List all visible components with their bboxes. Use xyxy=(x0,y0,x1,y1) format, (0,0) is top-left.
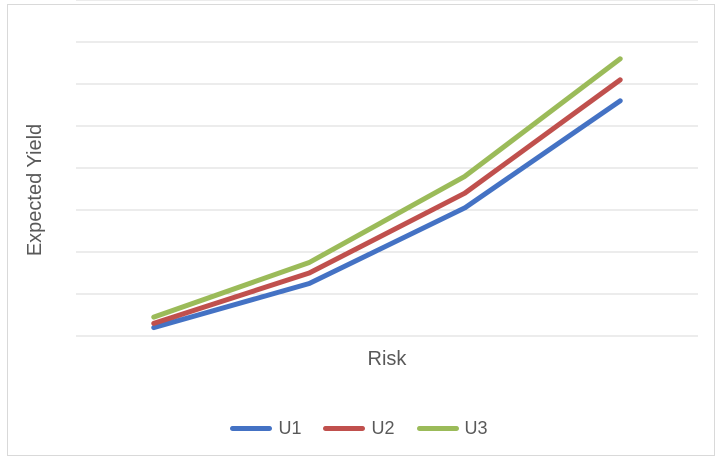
legend-label-u3: U3 xyxy=(464,418,488,438)
legend-label-u2: U2 xyxy=(371,418,395,438)
x-axis-title: Risk xyxy=(368,348,408,370)
legend-label-u1: U1 xyxy=(278,418,302,438)
legend-swatch-u1 xyxy=(230,426,273,431)
series-lines xyxy=(151,56,623,331)
y-axis-title: Expected Yield xyxy=(24,124,46,256)
legend-swatch-u2 xyxy=(323,426,366,431)
chart-legend: U1 U2 U3 xyxy=(0,418,718,439)
chart-area xyxy=(7,4,715,456)
legend-swatch-u3 xyxy=(416,426,459,431)
legend-item-u1: U1 xyxy=(230,418,301,439)
legend-item-u2: U2 xyxy=(323,418,395,439)
gridlines xyxy=(76,0,698,337)
series-line-u2 xyxy=(151,77,623,326)
legend-item-u3: U3 xyxy=(416,418,488,439)
series-line-u1 xyxy=(151,98,623,331)
series-line-u3 xyxy=(151,56,623,320)
